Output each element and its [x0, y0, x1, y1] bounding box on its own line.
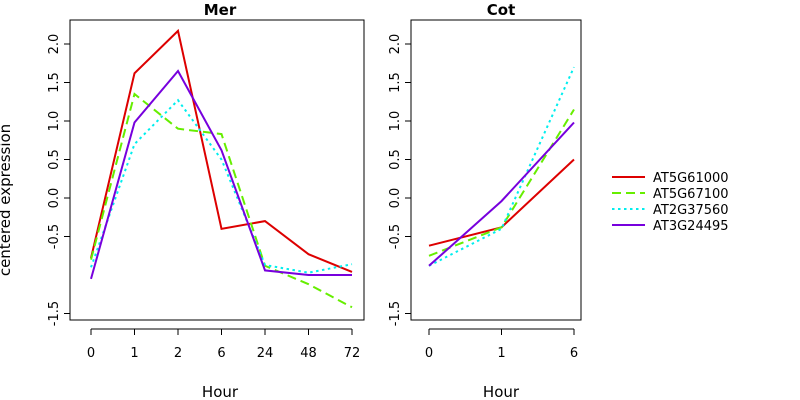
cot-x-axis: 0 1 6	[425, 328, 578, 361]
mer-series-line-at3g24495	[90, 69, 352, 280]
cot-x-tick-label: 0	[425, 346, 433, 361]
mer-x-tick-label: 0	[87, 346, 95, 361]
mer-y-tick-label: 2.0	[47, 34, 62, 55]
legend-entry-label: AT5G67100	[653, 187, 729, 202]
cot-y-tick-label: -0.5	[388, 224, 403, 249]
cot-y-tick-label: 1.0	[388, 111, 403, 132]
mer-y-tick-label: 1.0	[47, 111, 62, 132]
mer-x-tick-label: 48	[300, 346, 317, 361]
mer-series	[90, 28, 353, 309]
cot-y-axis: -1.5 -0.5 0.0 0.5 1.0 1.5 2.0	[388, 34, 411, 326]
cot-series-line-at2g37560	[428, 66, 575, 267]
cot-y-tick-label: 2.0	[388, 34, 403, 55]
mer-panel-title: Mer	[204, 1, 237, 19]
cot-series-line-at3g24495	[428, 121, 575, 267]
mer-plot-frame	[69, 19, 365, 321]
cot-series	[428, 66, 575, 267]
legend-entry-label: AT2G37560	[653, 203, 729, 218]
mer-series-line-at5g61000	[90, 28, 353, 273]
cot-y-tick-label: 0.5	[388, 149, 403, 170]
cot-panel-title: Cot	[487, 1, 515, 19]
cot-series-line-at5g61000	[428, 158, 575, 247]
mer-y-tick-label: 1.5	[47, 72, 62, 93]
mer-x-tick-label: 72	[344, 346, 361, 361]
cot-y-tick-label: 1.5	[388, 72, 403, 93]
cot-y-tick-label: -1.5	[388, 301, 403, 326]
mer-y-tick-label: 0.5	[47, 149, 62, 170]
legend-entry-label: AT5G61000	[653, 171, 729, 186]
legend-entry-label: AT3G24495	[653, 219, 729, 234]
cot-plot-frame	[410, 19, 582, 321]
mer-series-line-at2g37560	[90, 98, 353, 274]
mer-x-axis-label: Hour	[202, 383, 239, 400]
mer-y-tick-label: 0.0	[47, 188, 62, 209]
mer-series-line-at5g67100	[90, 92, 353, 309]
cot-x-axis-label: Hour	[483, 383, 520, 400]
mer-x-tick-label: 24	[257, 346, 274, 361]
cot-y-tick-label: 0.0	[388, 188, 403, 209]
y-axis-label: centered expression	[0, 124, 14, 276]
mer-panel: Mer -1.5 -0.5 0.0 0.5 1.0 1.5 2.0 0 1 2 6 24 48 72 H…	[0, 1, 365, 400]
mer-x-tick-label: 6	[217, 346, 225, 361]
mer-x-tick-label: 2	[174, 346, 182, 361]
mer-y-axis: -1.5 -0.5 0.0 0.5 1.0 1.5 2.0	[47, 34, 70, 326]
cot-panel: Cot -1.5 -0.5 0.0 0.5 1.0 1.5 2.0 0 1 6 Hour	[388, 1, 582, 400]
cot-series-line-at5g67100	[428, 108, 575, 257]
mer-x-axis: 0 1 2 6 24 48 72	[87, 328, 361, 361]
cot-x-tick-label: 6	[570, 346, 578, 361]
mer-x-tick-label: 1	[130, 346, 138, 361]
mer-y-tick-label: -1.5	[47, 301, 62, 326]
mer-y-tick-label: -0.5	[47, 224, 62, 249]
cot-x-tick-label: 1	[497, 346, 505, 361]
